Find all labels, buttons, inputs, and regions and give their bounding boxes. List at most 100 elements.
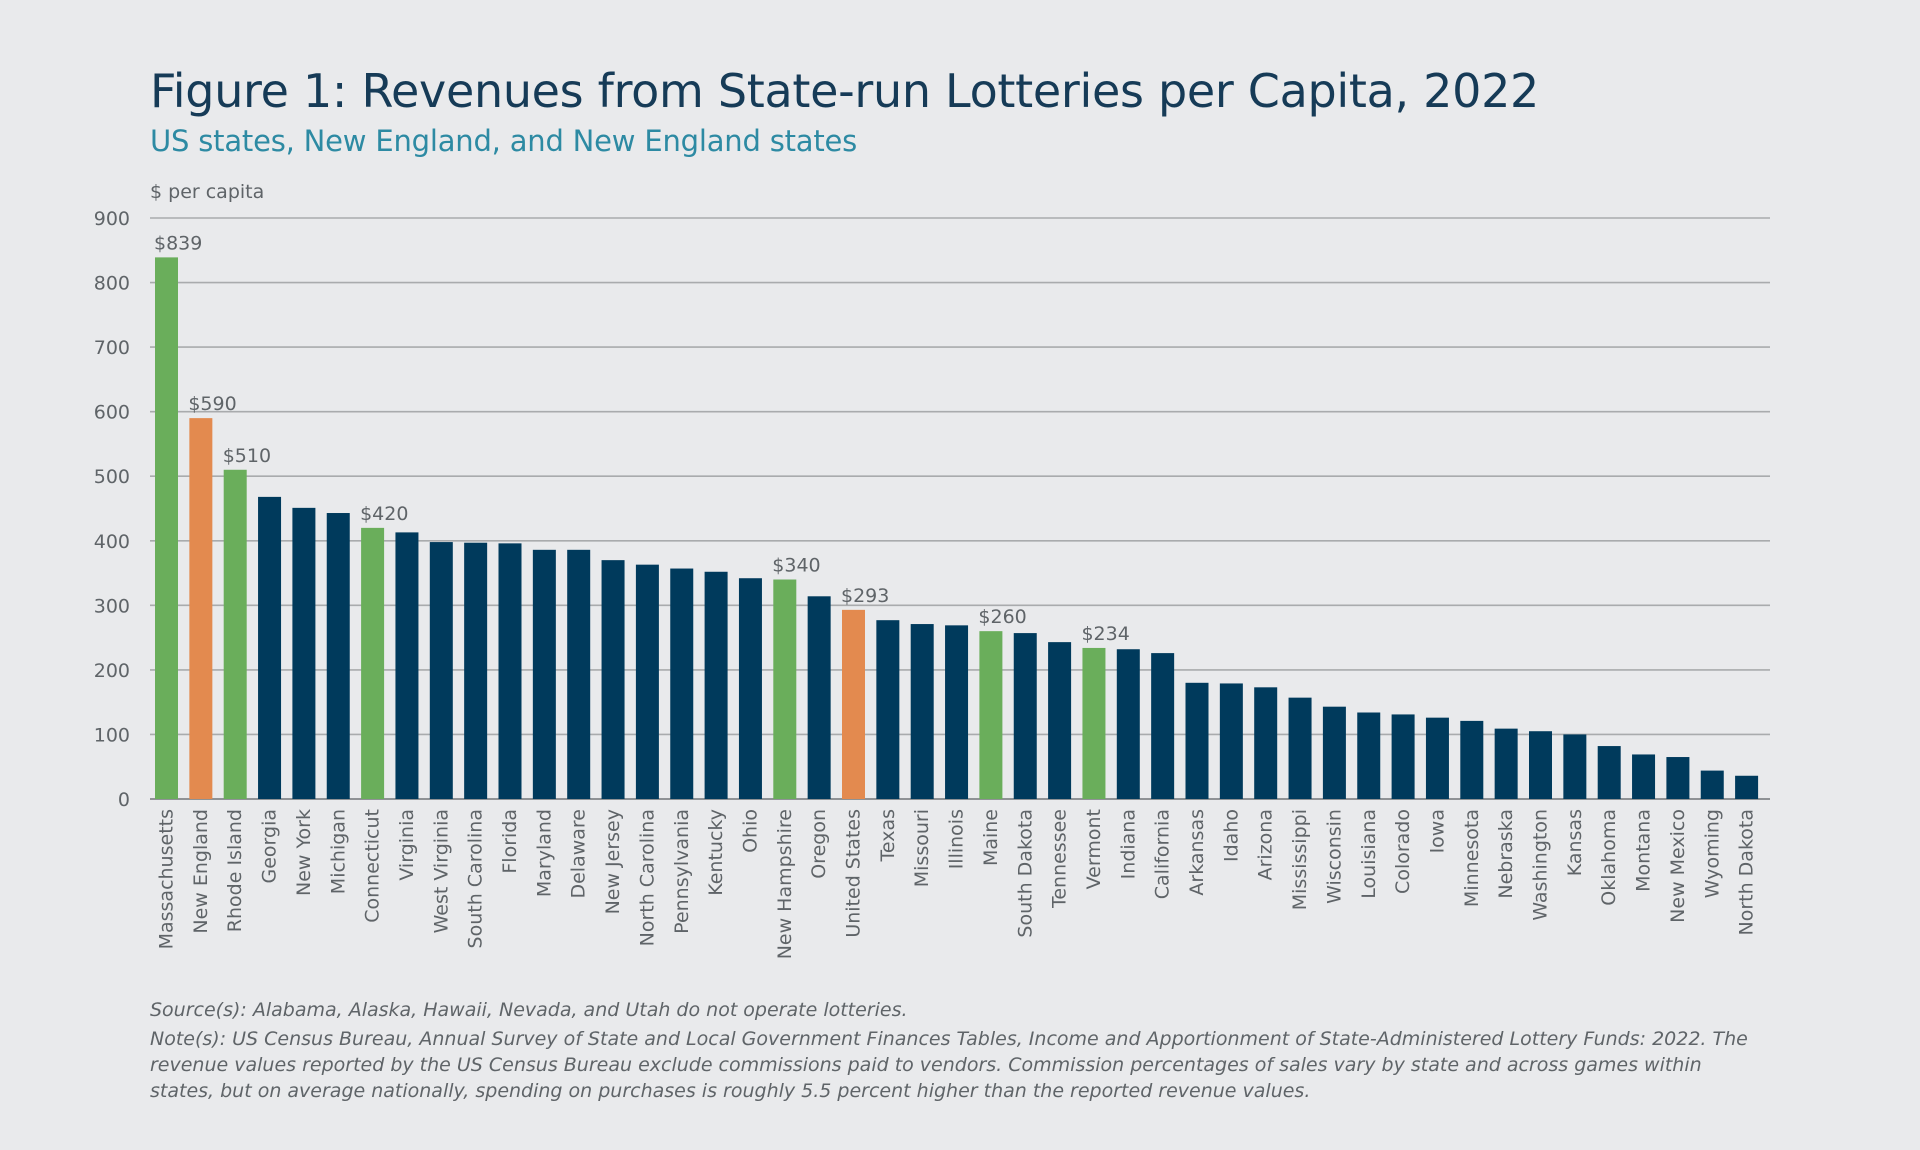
x-tick-label-arizona: Arizona: [1255, 809, 1277, 880]
x-tick-label-tennessee: Tennessee: [1049, 809, 1071, 909]
x-tick-label-idaho: Idaho: [1220, 809, 1242, 862]
data-labels: $839 $590 $510 $420 $340 $293 $260 $234: [154, 232, 1130, 645]
x-tick-label-minnesota: Minnesota: [1461, 809, 1483, 907]
data-label-connecticut: $420: [360, 503, 408, 525]
x-tick-label-wyoming: Wyoming: [1701, 809, 1723, 898]
x-tick-label-kentucky: Kentucky: [705, 809, 727, 896]
x-axis-ticks: Massachusetts New England Rhode Island Geor…: [156, 809, 1758, 959]
x-tick-label-indiana: Indiana: [1117, 809, 1139, 879]
data-label-united-states: $293: [841, 585, 889, 607]
x-tick-label-colorado: Colorado: [1392, 809, 1414, 894]
bar-rhode-island: [223, 469, 247, 799]
y-axis-label: $ per capita: [150, 181, 264, 203]
bar-maine: [979, 631, 1003, 799]
bar-maryland: [532, 549, 556, 799]
x-tick-label-new-hampshire: New Hampshire: [774, 809, 796, 959]
bar-georgia: [258, 496, 282, 799]
x-tick-label-delaware: Delaware: [568, 809, 590, 899]
x-tick-label-south-dakota: South Dakota: [1014, 809, 1036, 938]
x-tick-label-montana: Montana: [1633, 809, 1655, 892]
bar-virginia: [395, 532, 419, 799]
x-tick-label-texas: Texas: [877, 809, 899, 863]
y-tick-label: 500: [94, 466, 130, 488]
y-tick-label: 800: [94, 273, 130, 295]
bar-mississippi: [1288, 697, 1312, 799]
x-tick-label-nebraska: Nebraska: [1495, 809, 1517, 899]
y-tick-label: 400: [94, 531, 130, 553]
x-tick-label-michigan: Michigan: [327, 809, 349, 894]
bar-new-mexico: [1666, 757, 1690, 799]
x-tick-label-new-mexico: New Mexico: [1667, 809, 1689, 923]
x-tick-label-louisiana: Louisiana: [1358, 809, 1380, 899]
bar-massachusetts: [155, 257, 178, 799]
bar-louisiana: [1357, 712, 1381, 799]
x-tick-label-united-states: United States: [843, 809, 865, 938]
bar-north-carolina: [635, 564, 659, 799]
x-tick-label-new-jersey: New Jersey: [602, 809, 624, 914]
y-axis-ticks: 0 100 200 300 400 500 600 700 800 900: [94, 208, 130, 811]
y-tick-label: 0: [118, 789, 130, 811]
chart-title: Figure 1: Revenues from State-run Lotter…: [150, 64, 1540, 118]
bar-south-carolina: [464, 542, 488, 799]
y-tick-label: 600: [94, 402, 130, 424]
bar-arizona: [1254, 687, 1278, 799]
y-tick-label: 100: [94, 724, 130, 746]
x-tick-label-north-dakota: North Dakota: [1736, 809, 1758, 936]
bar-ohio: [738, 578, 762, 799]
bar-delaware: [567, 549, 591, 799]
bar-north-dakota: [1735, 775, 1759, 799]
bar-west-virginia: [429, 542, 453, 799]
data-label-new-england: $590: [188, 393, 236, 415]
y-tick-label: 200: [94, 660, 130, 682]
methodology-note: Note(s): US Census Bureau, Annual Survey…: [150, 1028, 1748, 1102]
bar-illinois: [945, 625, 969, 799]
bar-tennessee: [1048, 642, 1072, 799]
x-tick-label-massachusetts: Massachusetts: [156, 809, 178, 949]
y-tick-label: 700: [94, 337, 130, 359]
bar-vermont: [1082, 647, 1106, 799]
x-tick-label-south-carolina: South Carolina: [465, 809, 487, 948]
x-tick-label-california: California: [1152, 809, 1174, 899]
x-tick-label-florida: Florida: [499, 809, 521, 874]
x-tick-label-maine: Maine: [980, 809, 1002, 866]
y-tick-label: 300: [94, 595, 130, 617]
bar-nebraska: [1494, 728, 1518, 799]
bar-montana: [1632, 754, 1656, 799]
data-label-vermont: $234: [1081, 623, 1129, 645]
bar-iowa: [1425, 717, 1449, 799]
y-tick-label: 900: [94, 208, 130, 230]
bar-indiana: [1116, 649, 1140, 799]
x-tick-label-iowa: Iowa: [1426, 809, 1448, 853]
bar-south-dakota: [1013, 633, 1037, 799]
notes: Source(s): Alabama, Alaska, Hawaii, Neva…: [150, 997, 1770, 1107]
x-tick-label-new-york: New York: [293, 809, 315, 896]
data-label-new-hampshire: $340: [772, 555, 820, 577]
bar-oregon: [807, 596, 831, 799]
bar-new-england: [189, 418, 213, 799]
bar-minnesota: [1460, 720, 1484, 799]
data-label-maine: $260: [978, 606, 1026, 628]
x-tick-label-washington: Washington: [1530, 809, 1552, 921]
bar-oklahoma: [1597, 746, 1621, 799]
x-tick-label-rhode-island: Rhode Island: [224, 809, 246, 932]
x-tick-label-oklahoma: Oklahoma: [1598, 809, 1620, 906]
x-tick-label-georgia: Georgia: [259, 809, 281, 884]
bar-california: [1151, 653, 1175, 799]
x-tick-label-virginia: Virginia: [396, 809, 418, 881]
bar-united-states: [842, 609, 865, 799]
bar-kansas: [1563, 734, 1587, 799]
bar-kentucky: [704, 571, 728, 799]
bar-florida: [498, 543, 522, 799]
bar-new-york: [292, 507, 316, 799]
bar-new-hampshire: [773, 579, 797, 799]
bar-washington: [1529, 731, 1552, 799]
bar-pennsylvania: [670, 568, 694, 799]
bar-texas: [876, 620, 900, 799]
bar-chart: $ per capita 0 100 200 300 400 500 600 700 800 90…: [94, 181, 1770, 959]
x-tick-label-west-virginia: West Virginia: [430, 809, 452, 933]
x-tick-label-mississippi: Mississippi: [1289, 809, 1311, 910]
x-tick-label-maryland: Maryland: [533, 809, 555, 897]
bar-colorado: [1391, 714, 1415, 799]
x-tick-label-arkansas: Arkansas: [1186, 809, 1208, 896]
